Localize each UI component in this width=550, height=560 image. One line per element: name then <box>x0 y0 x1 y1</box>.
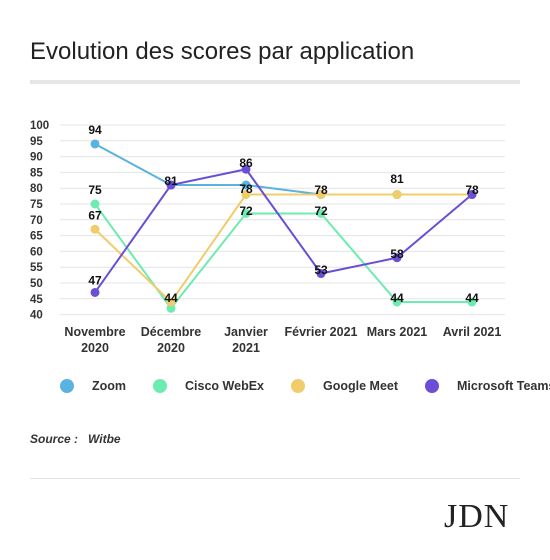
x-tick-label: Janvier 2021 <box>224 325 268 355</box>
y-tick-label: 85 <box>30 167 43 179</box>
x-tick-label: Décembre 2020 <box>141 325 201 355</box>
data-point-google-meet <box>90 224 100 234</box>
data-point-google-meet <box>241 190 251 200</box>
y-tick-label: 65 <box>30 231 43 243</box>
data-label-microsoft-teams: 86 <box>239 156 253 170</box>
data-point-cisco-webex <box>90 199 100 209</box>
chart-title: Evolution des scores par application <box>30 38 415 65</box>
data-point-microsoft-teams <box>316 269 326 279</box>
data-label-cisco-webex: 44 <box>465 291 479 305</box>
title-divider <box>30 80 520 84</box>
data-label-cisco-webex: 75 <box>88 183 102 197</box>
data-label-cisco-webex: 44 <box>390 291 404 305</box>
legend-item-microsoft-teams: Microsoft Teams <box>425 379 550 393</box>
data-point-cisco-webex <box>392 297 402 307</box>
legend-item-cisco-webex: Cisco WebEx <box>153 379 264 393</box>
x-tick-label: Novembre 2020 <box>64 325 125 355</box>
data-label-zoom: 81 <box>390 172 404 186</box>
y-tick-label: 40 <box>30 310 43 322</box>
series-line-zoom <box>94 143 472 196</box>
chart-legend: Zoom Cisco WebEx Google Meet Microsoft Team… <box>60 379 550 393</box>
legend-swatch-cisco-webex <box>153 379 168 393</box>
legend-label-google-meet: Google Meet <box>323 379 399 393</box>
data-label-microsoft-teams: 58 <box>390 247 404 261</box>
legend-swatch-google-meet <box>291 379 305 393</box>
data-point-google-meet <box>166 297 176 307</box>
line-chart: 100 95 90 85 80 75 70 65 60 55 50 45 40 Novembre 2020 D… <box>30 120 505 355</box>
data-label-microsoft-teams: 81 <box>164 174 178 188</box>
y-tick-label: 95 <box>30 136 43 148</box>
data-point-cisco-webex <box>166 303 176 313</box>
footer-divider <box>30 478 520 479</box>
data-label-cisco-webex: 72 <box>239 204 253 218</box>
data-point-cisco-webex <box>467 297 477 307</box>
y-tick-label: 70 <box>30 215 43 227</box>
data-label-google-meet: 44 <box>164 291 178 305</box>
y-tick-label: 100 <box>30 120 49 132</box>
x-tick-label: Mars 2021 <box>367 325 428 339</box>
source-label: Source : <box>30 432 79 446</box>
data-label-google-meet: 67 <box>88 208 102 222</box>
legend-label-cisco-webex: Cisco WebEx <box>185 379 264 393</box>
data-label-zoom: 94 <box>88 123 102 137</box>
series-line-microsoft-teams <box>94 168 473 294</box>
legend-swatch-microsoft-teams <box>425 379 440 393</box>
data-point-cisco-webex <box>316 208 326 218</box>
y-tick-label: 75 <box>30 199 43 211</box>
series-line-google-meet <box>94 193 472 304</box>
legend-item-zoom: Zoom <box>60 379 126 393</box>
y-tick-label: 50 <box>30 278 43 290</box>
y-tick-label: 45 <box>30 294 43 306</box>
data-label-microsoft-teams: 78 <box>465 183 479 197</box>
legend-item-google-meet: Google Meet <box>291 379 398 393</box>
data-label-zoom: 78 <box>314 183 328 197</box>
data-point-microsoft-teams <box>392 253 402 263</box>
data-point-google-meet <box>392 190 402 200</box>
data-label-microsoft-teams: 47 <box>88 273 102 287</box>
data-point-microsoft-teams <box>166 180 176 190</box>
data-point-microsoft-teams <box>241 164 251 174</box>
data-label-cisco-webex: 72 <box>314 204 328 218</box>
data-point-microsoft-teams <box>467 190 477 200</box>
source-note: Source : Witbe <box>30 432 121 446</box>
x-tick-label: Avril 2021 <box>443 325 502 339</box>
data-point-cisco-webex <box>241 208 251 218</box>
x-tick-label: Février 2021 <box>285 325 358 339</box>
data-label-microsoft-teams: 53 <box>314 263 328 277</box>
data-point-zoom <box>241 180 251 190</box>
jdn-logo: JDN <box>444 498 510 535</box>
legend-swatch-zoom <box>60 379 74 393</box>
legend-label-microsoft-teams: Microsoft Teams <box>457 379 550 393</box>
y-tick-label: 55 <box>30 262 43 274</box>
y-tick-label: 90 <box>30 152 43 164</box>
y-tick-label: 60 <box>30 246 43 258</box>
data-point-google-meet <box>316 190 326 200</box>
source-value: Witbe <box>88 432 121 446</box>
data-point-microsoft-teams <box>90 287 100 297</box>
data-point-zoom <box>90 139 100 149</box>
data-label-google-meet: 78 <box>239 182 253 196</box>
legend-label-zoom: Zoom <box>92 379 127 393</box>
y-tick-label: 80 <box>30 183 43 195</box>
